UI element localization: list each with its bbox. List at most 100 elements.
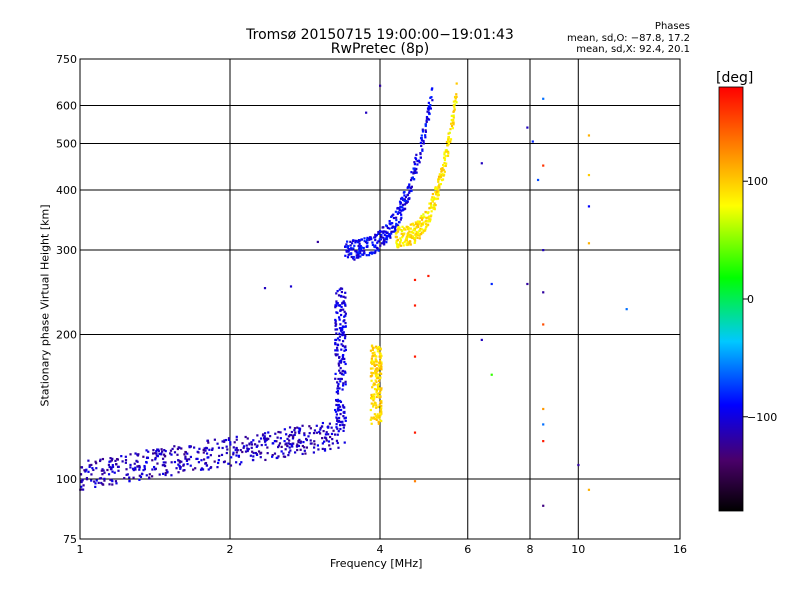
data-point: [401, 242, 405, 245]
data-point: [199, 468, 203, 471]
data-point: [426, 212, 429, 215]
data-point: [375, 359, 378, 362]
data-point: [378, 364, 381, 367]
data-point: [416, 236, 419, 239]
data-point: [323, 448, 327, 451]
data-point: [401, 209, 404, 212]
data-point: [301, 444, 304, 448]
data-point: [357, 255, 360, 258]
data-point: [437, 189, 440, 192]
data-point: [285, 433, 288, 436]
data-point: [290, 430, 293, 434]
data-point: [336, 302, 339, 305]
data-point: [90, 463, 93, 467]
data-point: [437, 180, 440, 183]
data-point: [374, 417, 377, 420]
data-point: [414, 221, 417, 224]
data-point: [365, 111, 368, 114]
data-point: [428, 112, 431, 116]
data-point: [131, 467, 135, 470]
data-point: [197, 451, 200, 454]
data-point: [236, 449, 239, 452]
data-point: [377, 416, 380, 419]
data-point: [398, 221, 401, 224]
data-point: [275, 440, 278, 443]
data-point: [341, 388, 344, 391]
data-point: [177, 459, 180, 462]
data-point: [197, 461, 201, 464]
data-point: [253, 443, 257, 446]
axis-ticks: 1 2 4 6 8 10 16 75 100 200 300 400 500 600 750: [56, 53, 687, 556]
data-point: [396, 207, 399, 210]
data-point: [330, 426, 333, 429]
data-point: [269, 435, 272, 438]
data-point: [362, 246, 365, 250]
data-point: [414, 222, 418, 225]
data-point: [373, 383, 376, 386]
data-point: [206, 439, 210, 442]
data-point: [152, 465, 156, 469]
data-point: [107, 463, 111, 466]
data-point: [542, 407, 545, 411]
data-point: [217, 461, 220, 465]
data-point: [370, 361, 373, 364]
data-point: [272, 442, 275, 445]
data-point: [423, 215, 426, 218]
data-point: [252, 455, 255, 458]
data-point: [427, 111, 431, 114]
data-point: [352, 239, 355, 242]
data-point: [374, 402, 377, 405]
data-point: [446, 150, 449, 153]
data-point: [420, 231, 423, 234]
data-point: [338, 339, 341, 342]
data-point: [339, 323, 342, 326]
data-point: [420, 144, 423, 148]
data-point: [81, 479, 84, 482]
data-point: [412, 171, 416, 174]
data-point: [369, 367, 373, 370]
y-tick-label: 400: [56, 184, 77, 197]
data-point: [336, 433, 339, 436]
data-point: [232, 446, 235, 449]
data-point: [205, 447, 209, 450]
data-point: [430, 198, 433, 201]
data-point: [342, 415, 345, 418]
data-point: [241, 442, 244, 445]
data-point: [184, 455, 187, 458]
data-point: [294, 431, 297, 434]
data-point: [88, 464, 91, 467]
data-point: [338, 288, 341, 291]
data-point: [388, 234, 392, 237]
data-point: [375, 404, 378, 407]
data-point: [380, 233, 383, 236]
data-point: [374, 238, 377, 242]
data-point: [380, 235, 383, 239]
data-point: [344, 245, 347, 248]
data-point: [378, 411, 382, 414]
data-point: [147, 450, 150, 453]
phase-legend-o-stats: mean, sd,O: −87.8, 17.2: [567, 33, 690, 44]
data-point: [440, 170, 443, 173]
data-point: [238, 463, 242, 466]
data-point: [164, 450, 167, 453]
data-point: [448, 140, 452, 143]
data-point: [370, 379, 373, 382]
data-point: [263, 436, 266, 440]
data-point: [398, 207, 401, 210]
data-point: [240, 461, 243, 464]
data-point: [372, 416, 376, 419]
data-point: [162, 461, 165, 464]
data-point: [411, 176, 414, 179]
data-point: [125, 468, 128, 471]
data-point: [316, 240, 319, 244]
data-point: [151, 468, 154, 471]
data-point: [321, 447, 324, 450]
data-point: [85, 468, 88, 471]
data-point: [395, 243, 399, 246]
data-point: [169, 452, 172, 455]
data-point: [403, 199, 406, 203]
data-point: [372, 403, 375, 406]
data-point: [249, 454, 252, 457]
data-point: [375, 355, 378, 358]
data-point: [336, 427, 339, 430]
